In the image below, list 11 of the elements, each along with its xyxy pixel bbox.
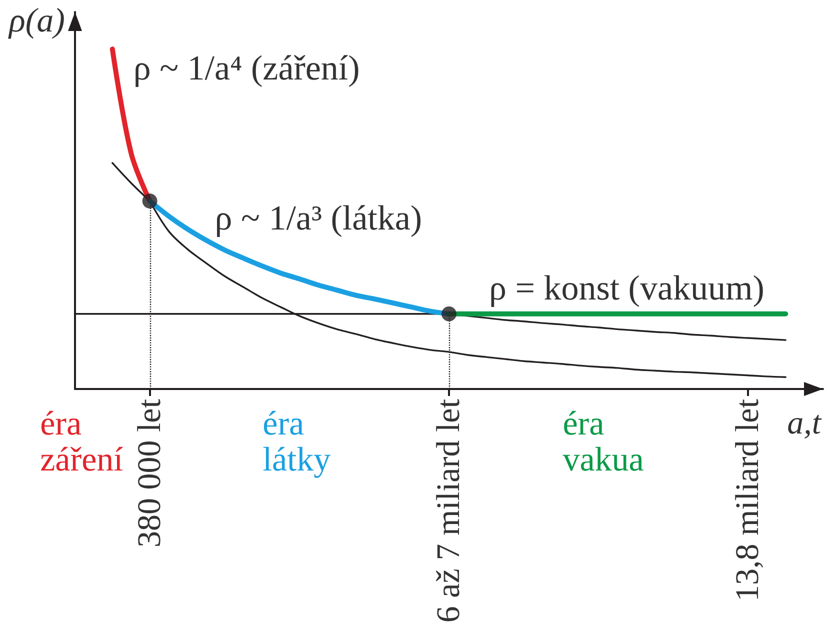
x-tick-label: 6 až 7 miliard let (431, 399, 467, 623)
x-tick-label: 13,8 miliard let (730, 399, 766, 602)
y-axis-title: ρ(a) (8, 2, 65, 40)
text: éra záření (40, 406, 124, 478)
series-label: ρ ~ 1/a³ (látka) (214, 198, 422, 238)
series-label: ρ = konst (vakuum) (489, 268, 764, 308)
series-label: ρ ~ 1/a⁴ (záření) (133, 48, 360, 88)
x-axis-title: a,t (787, 406, 822, 442)
text: éra vakua (562, 406, 644, 478)
x-tick-label: 380 000 let (132, 399, 168, 548)
text: éra látky (262, 406, 331, 478)
